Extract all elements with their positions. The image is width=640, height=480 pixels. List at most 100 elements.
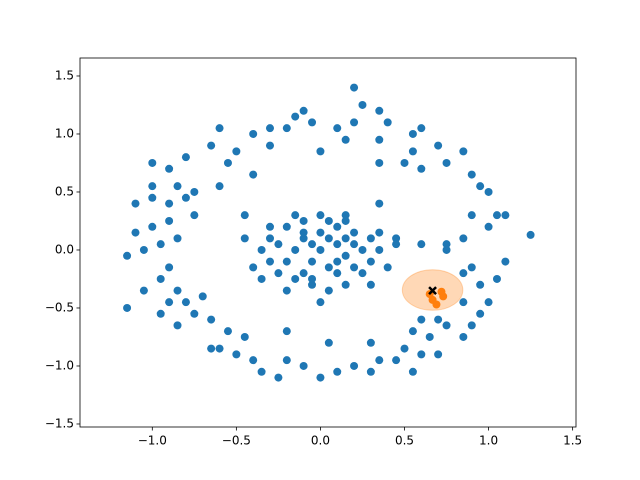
point bbox=[181, 298, 190, 307]
point bbox=[299, 106, 308, 115]
point bbox=[408, 367, 417, 376]
point bbox=[459, 332, 468, 341]
y-tick-label: 0.5 bbox=[55, 184, 74, 198]
point bbox=[417, 240, 426, 249]
point bbox=[366, 280, 375, 289]
point bbox=[265, 141, 274, 150]
point bbox=[215, 344, 224, 353]
point bbox=[375, 228, 384, 237]
point bbox=[437, 287, 446, 296]
point bbox=[375, 158, 384, 167]
point bbox=[375, 356, 384, 365]
point bbox=[400, 344, 409, 353]
point bbox=[459, 269, 468, 278]
point bbox=[165, 199, 174, 208]
point bbox=[232, 350, 241, 359]
point bbox=[366, 338, 375, 347]
point bbox=[467, 263, 476, 272]
point bbox=[417, 315, 426, 324]
y-tick-label: 1.0 bbox=[55, 126, 74, 140]
point bbox=[173, 234, 182, 243]
point bbox=[215, 182, 224, 191]
point bbox=[215, 124, 224, 133]
point bbox=[408, 147, 417, 156]
point bbox=[249, 263, 258, 272]
point bbox=[324, 263, 333, 272]
point bbox=[467, 321, 476, 330]
point bbox=[366, 257, 375, 266]
point bbox=[366, 367, 375, 376]
point bbox=[131, 228, 140, 237]
point bbox=[442, 240, 451, 249]
point bbox=[274, 269, 283, 278]
point bbox=[484, 298, 493, 307]
point bbox=[257, 245, 266, 254]
point bbox=[257, 274, 266, 283]
point bbox=[442, 245, 451, 254]
point bbox=[240, 234, 249, 243]
point bbox=[484, 187, 493, 196]
point bbox=[366, 234, 375, 243]
point bbox=[383, 118, 392, 127]
point bbox=[316, 298, 325, 307]
point bbox=[350, 263, 359, 272]
x-tick-label: 0.5 bbox=[395, 434, 414, 448]
point bbox=[408, 327, 417, 336]
point bbox=[442, 321, 451, 330]
point bbox=[400, 158, 409, 167]
point bbox=[417, 350, 426, 359]
point bbox=[459, 234, 468, 243]
point bbox=[165, 298, 174, 307]
point bbox=[190, 187, 199, 196]
point bbox=[148, 193, 157, 202]
point bbox=[341, 234, 350, 243]
point bbox=[316, 147, 325, 156]
point bbox=[282, 222, 291, 231]
point bbox=[291, 245, 300, 254]
point bbox=[165, 263, 174, 272]
point bbox=[476, 280, 485, 289]
point bbox=[308, 257, 317, 266]
point bbox=[341, 135, 350, 144]
point bbox=[299, 228, 308, 237]
point bbox=[333, 367, 342, 376]
point bbox=[207, 141, 216, 150]
point bbox=[198, 292, 207, 301]
point bbox=[249, 356, 258, 365]
point bbox=[434, 315, 443, 324]
point bbox=[282, 286, 291, 295]
point bbox=[492, 211, 501, 220]
point bbox=[324, 216, 333, 225]
point bbox=[350, 240, 359, 249]
point bbox=[341, 216, 350, 225]
point bbox=[223, 327, 232, 336]
y-tick-label: 0.0 bbox=[55, 242, 74, 256]
point bbox=[434, 141, 443, 150]
point bbox=[358, 269, 367, 278]
point bbox=[308, 274, 317, 283]
point bbox=[291, 274, 300, 283]
point bbox=[282, 124, 291, 133]
y-tick-label: −1.5 bbox=[45, 416, 74, 430]
point bbox=[207, 315, 216, 324]
point bbox=[341, 251, 350, 260]
point bbox=[459, 298, 468, 307]
x-tick-label: 1.5 bbox=[563, 434, 582, 448]
point bbox=[526, 230, 535, 239]
point bbox=[299, 361, 308, 370]
point bbox=[316, 211, 325, 220]
point bbox=[375, 106, 384, 115]
point bbox=[350, 118, 359, 127]
x-marker bbox=[428, 286, 437, 295]
point bbox=[324, 338, 333, 347]
point bbox=[139, 286, 148, 295]
point bbox=[442, 158, 451, 167]
point bbox=[173, 321, 182, 330]
point bbox=[257, 367, 266, 376]
point bbox=[308, 280, 317, 289]
point bbox=[358, 245, 367, 254]
point bbox=[333, 240, 342, 249]
plot-area bbox=[80, 58, 576, 427]
point bbox=[417, 124, 426, 133]
point bbox=[181, 153, 190, 162]
